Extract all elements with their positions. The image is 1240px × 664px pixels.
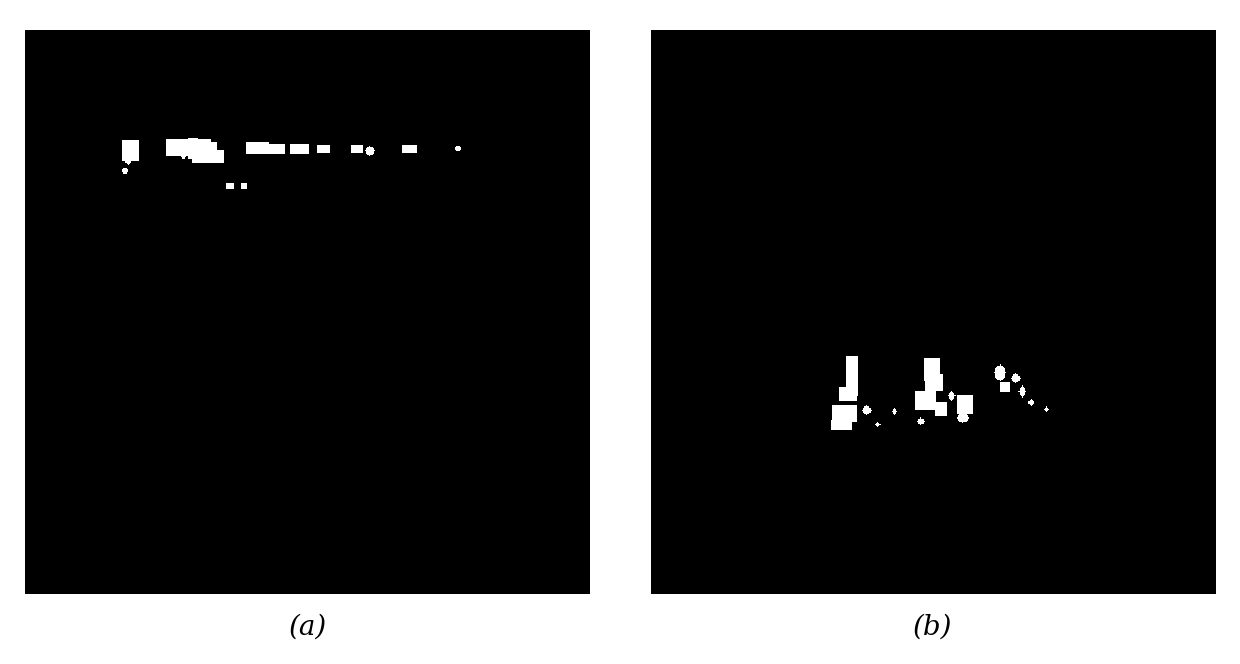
Text: (a): (a) [289,614,326,641]
Text: (b): (b) [913,614,952,641]
